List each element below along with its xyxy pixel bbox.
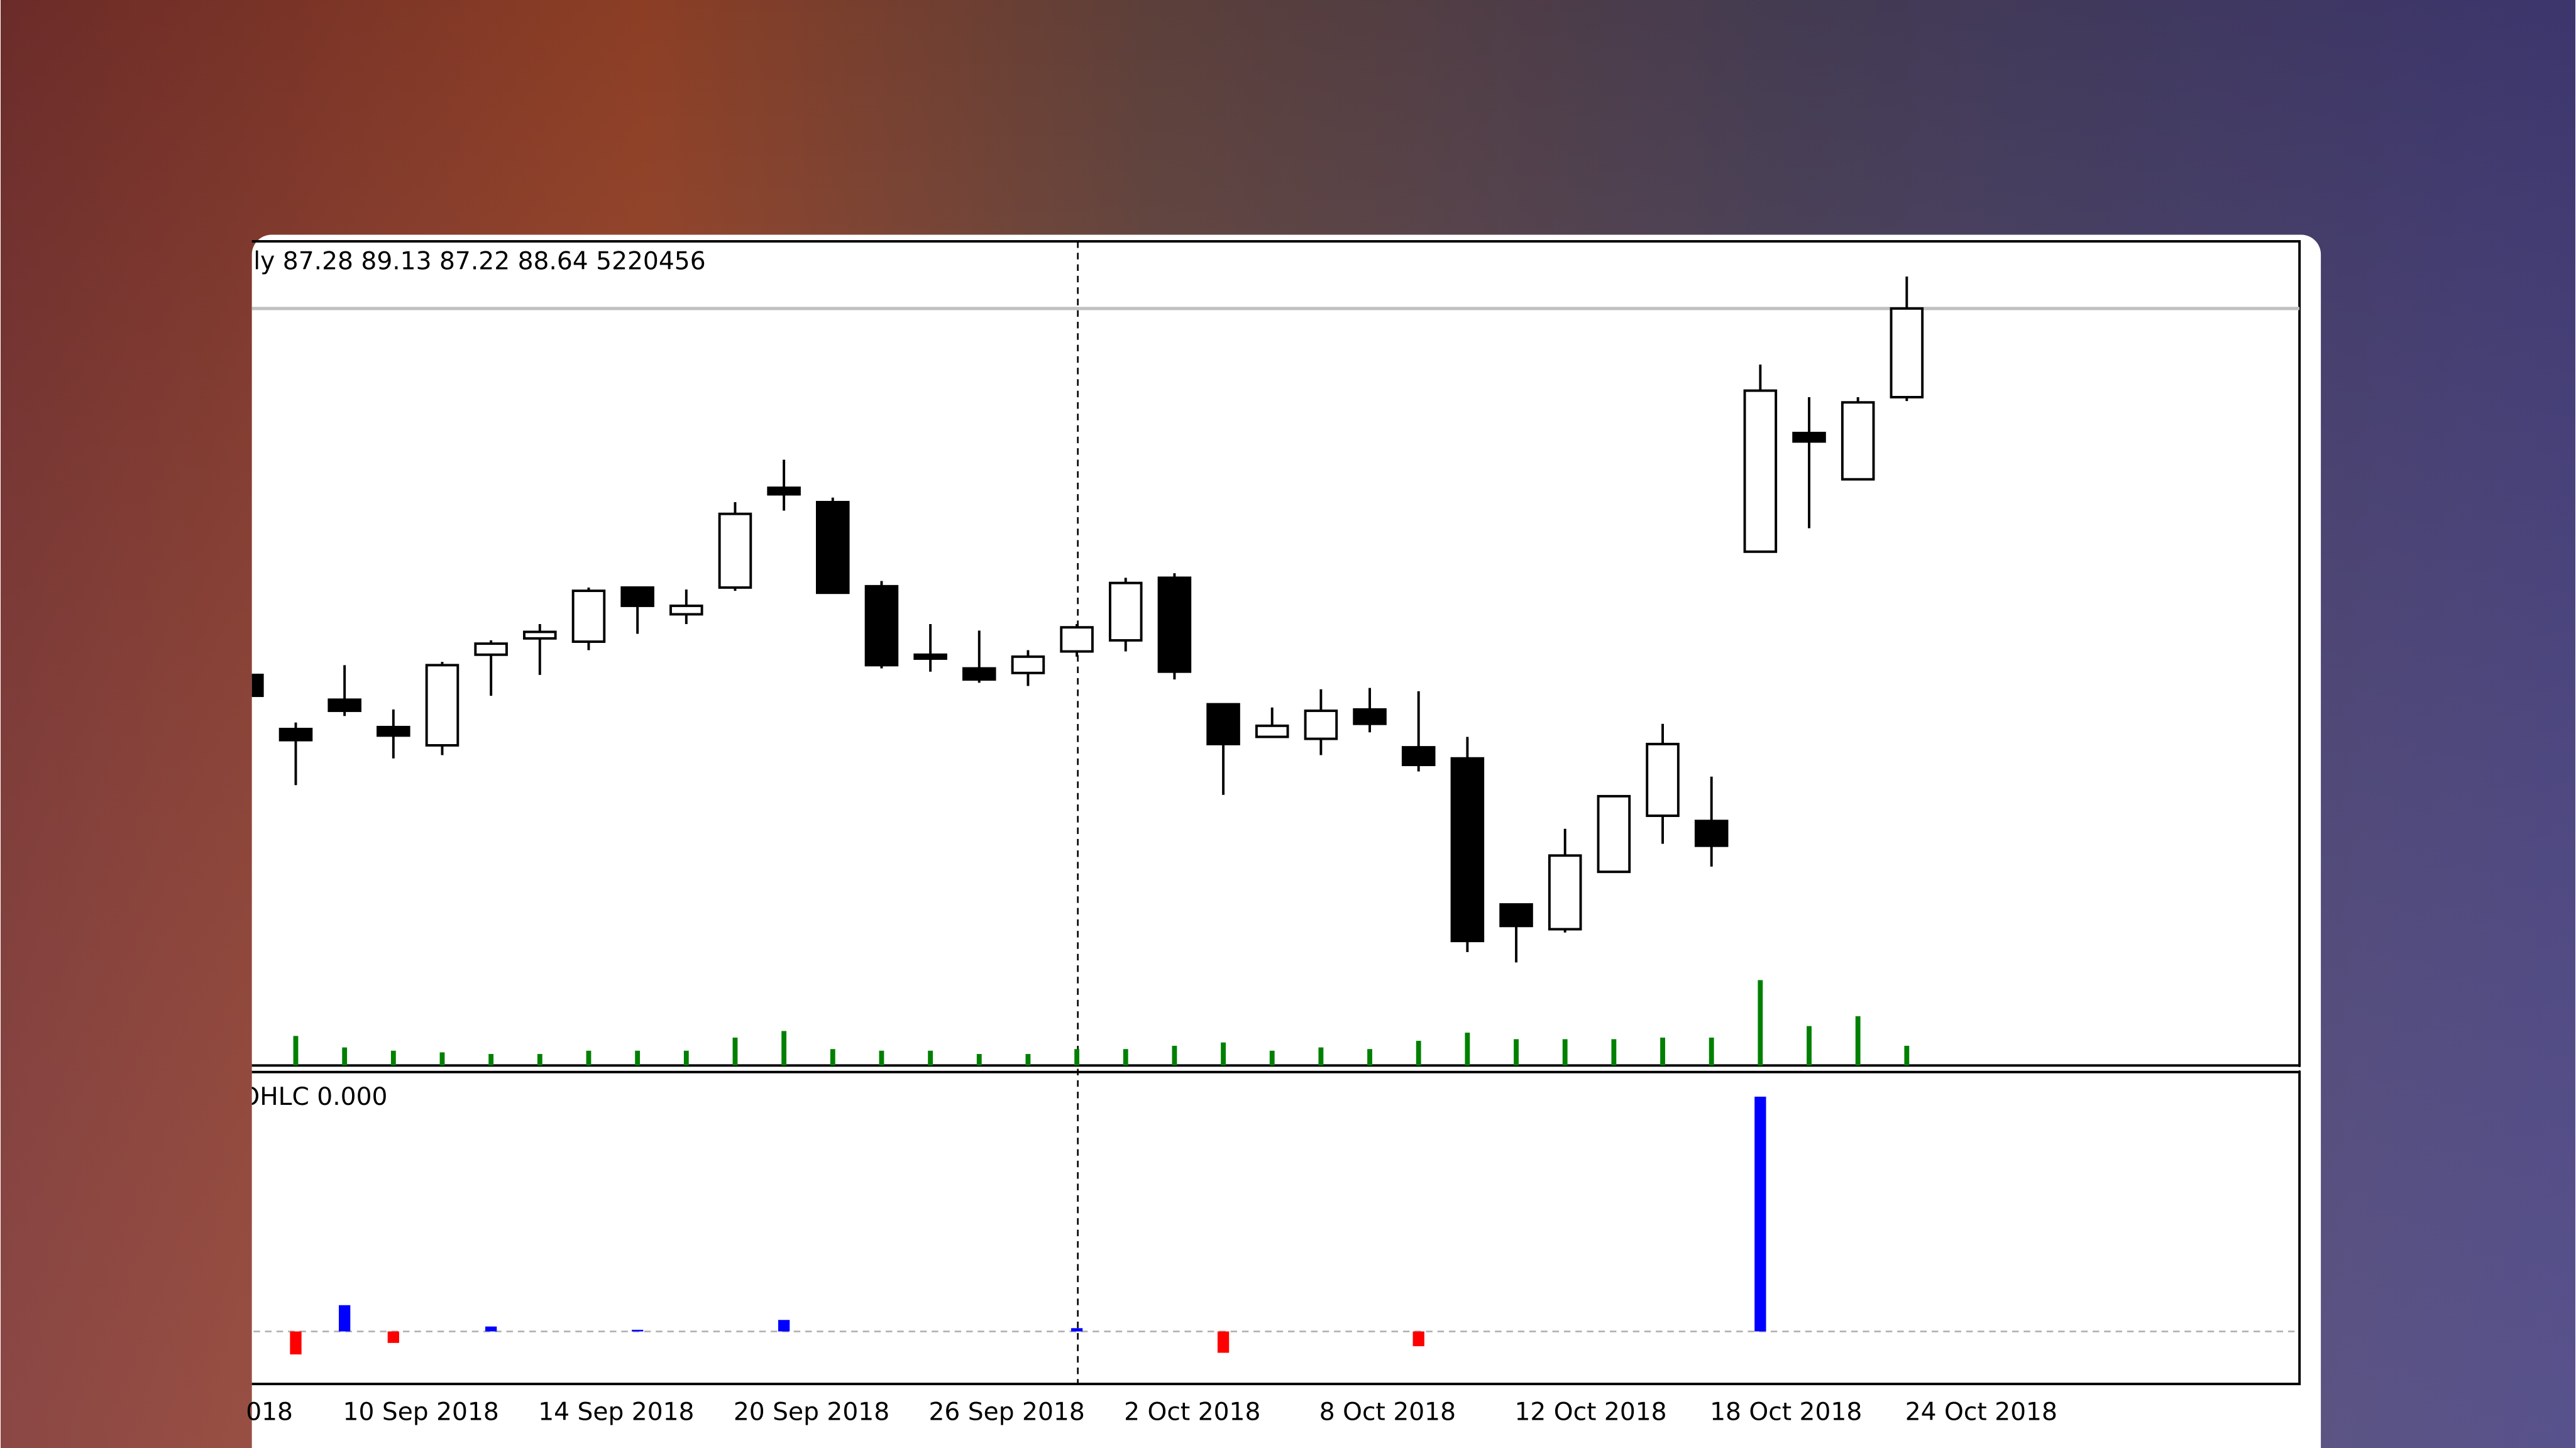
candle-body — [767, 486, 801, 496]
candle-body — [523, 630, 557, 640]
candle-body — [1450, 757, 1485, 943]
candle-body — [620, 586, 654, 607]
candle-body — [1255, 724, 1289, 738]
indicator-bar — [1412, 1331, 1424, 1347]
candle-body — [816, 501, 850, 595]
candle-body — [1646, 742, 1680, 817]
candle-body — [474, 642, 508, 656]
candle-body — [1353, 708, 1387, 725]
window — [251, 234, 2321, 1448]
candle-body — [1743, 389, 1778, 553]
ohlc-label: ly 87.28 89.13 87.22 88.64 5220456 — [253, 247, 705, 275]
candle-body — [669, 604, 703, 616]
x-tick-label: 24 Oct 2018 — [1905, 1398, 2057, 1427]
indicator-bar — [339, 1305, 351, 1332]
candle-body — [1011, 655, 1045, 674]
indicator-bar — [778, 1320, 790, 1332]
candle-body — [1890, 307, 1924, 398]
candle-body — [1694, 820, 1729, 847]
indicator-bar — [387, 1331, 399, 1343]
candle-body — [1304, 710, 1338, 740]
indicator-bar — [485, 1326, 497, 1332]
indicator-label: OHLC 0.000 — [240, 1083, 387, 1111]
candle-body — [1401, 746, 1436, 767]
indicator-bar — [1071, 1328, 1083, 1332]
x-tick-label: 018 — [246, 1398, 293, 1427]
candle-body — [913, 653, 947, 660]
candle-body — [1108, 581, 1143, 642]
candle-body — [328, 698, 361, 712]
candle-body — [1792, 432, 1826, 443]
x-tick-label: 2 Oct 2018 — [1124, 1398, 1260, 1427]
candle-body — [1060, 626, 1094, 653]
chart-area: ly 87.28 89.13 87.22 88.64 5220456 OHLC … — [240, 240, 2301, 1386]
x-tick-label: 12 Oct 2018 — [1514, 1398, 1666, 1427]
x-tick-label: 26 Sep 2018 — [928, 1398, 1084, 1427]
x-tick-label: 20 Sep 2018 — [734, 1398, 889, 1427]
candle-body — [1499, 903, 1533, 928]
candle-body — [1597, 794, 1631, 874]
candle-body — [962, 667, 996, 681]
candle-body — [1206, 703, 1240, 745]
indicator-bar — [1754, 1096, 1766, 1332]
candle-body — [864, 584, 899, 667]
candle-body — [571, 590, 606, 643]
indicator-bar — [631, 1329, 644, 1332]
indicator-bar — [1217, 1331, 1230, 1353]
candle-body — [278, 728, 313, 742]
x-tick-label: 18 Oct 2018 — [1710, 1398, 1862, 1427]
candle-body — [1841, 401, 1875, 481]
candle-body — [251, 673, 264, 698]
candle-body — [1157, 576, 1192, 673]
x-tick-label: 8 Oct 2018 — [1319, 1398, 1456, 1427]
x-tick-label: 10 Sep 2018 — [343, 1398, 499, 1427]
x-tick-label: 14 Sep 2018 — [538, 1398, 694, 1427]
candle-body — [718, 512, 752, 589]
candle-body — [425, 664, 460, 747]
candle-body — [377, 725, 410, 737]
candle-body — [1548, 854, 1582, 931]
indicator-bar — [290, 1331, 302, 1355]
